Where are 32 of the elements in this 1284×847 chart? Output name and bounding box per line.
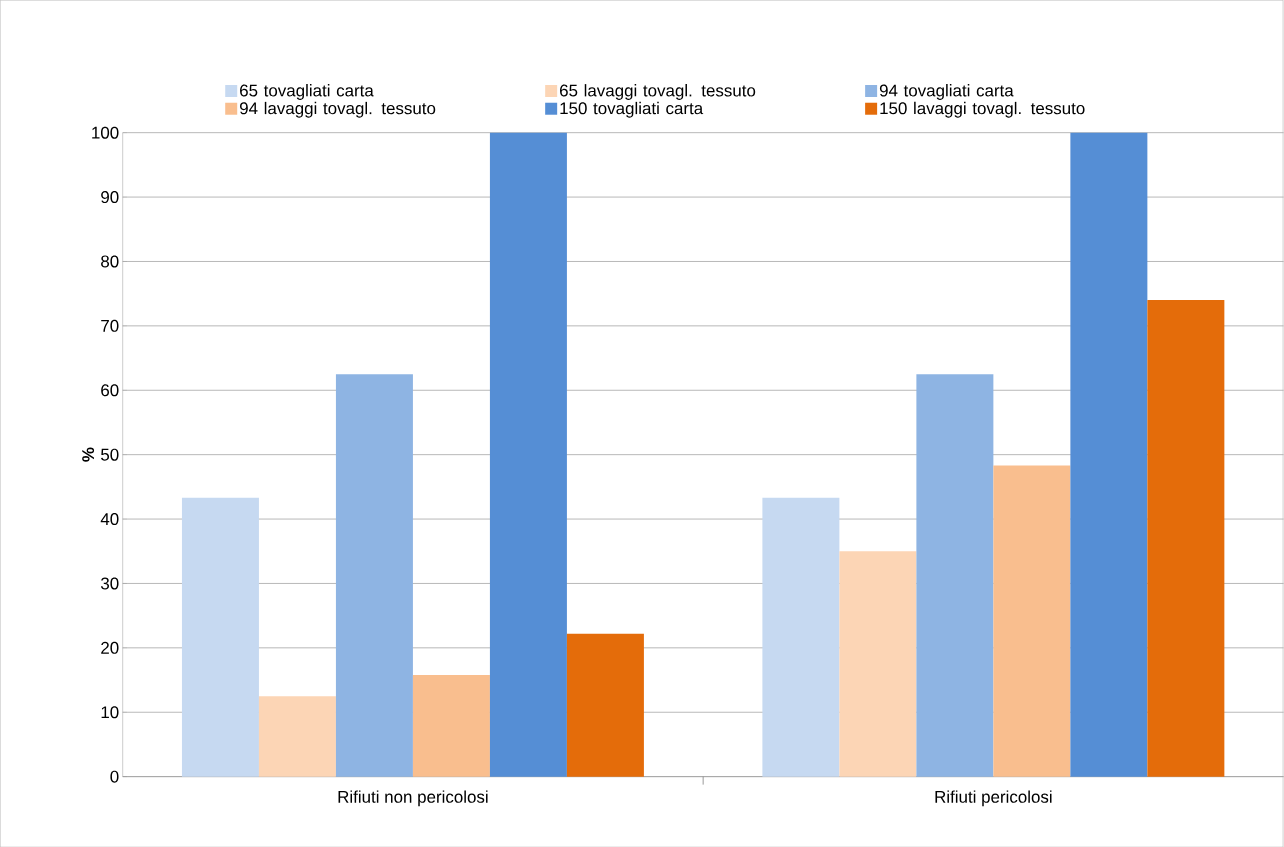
legend-label: 94 lavaggi tovagl. tessuto <box>240 101 436 118</box>
bar <box>916 374 994 777</box>
y-tick-label: 90 <box>101 190 119 203</box>
bar <box>839 551 917 777</box>
bar <box>762 497 840 777</box>
legend-label: 65 tovagliati carta <box>240 83 374 100</box>
y-tick-label: 70 <box>101 319 119 332</box>
bar <box>412 674 490 777</box>
bar <box>566 633 644 777</box>
legend-label: 150 tovagliati carta <box>560 101 704 118</box>
bar <box>993 465 1071 777</box>
bar <box>181 497 259 777</box>
y-tick-label: 0 <box>110 770 119 783</box>
y-tick-label: 30 <box>100 577 119 590</box>
y-tick-label: 40 <box>100 512 119 525</box>
y-tick-label: 60 <box>101 384 119 397</box>
bar <box>258 695 336 777</box>
x-tick-label: Rifiuti non pericolosi <box>338 790 488 807</box>
y-tick-label: 20 <box>101 641 119 654</box>
y-tick-label: 80 <box>101 255 119 268</box>
legend-label: 65 lavaggi tovagl. tessuto <box>560 83 756 100</box>
bar <box>1147 299 1225 777</box>
y-tick-label: 10 <box>101 706 119 719</box>
y-tick-label: 50 <box>101 448 119 461</box>
bar <box>1070 132 1148 777</box>
y-tick-label: 100 <box>92 126 119 139</box>
bar <box>489 132 567 777</box>
x-tick-label: Rifiuti pericolosi <box>935 790 1052 807</box>
y-axis-title: % <box>82 447 95 462</box>
bar <box>335 374 413 777</box>
legend-label: 94 tovagliati carta <box>879 83 1014 100</box>
legend-label: 150 lavaggi tovagl. tessuto <box>880 101 1085 118</box>
